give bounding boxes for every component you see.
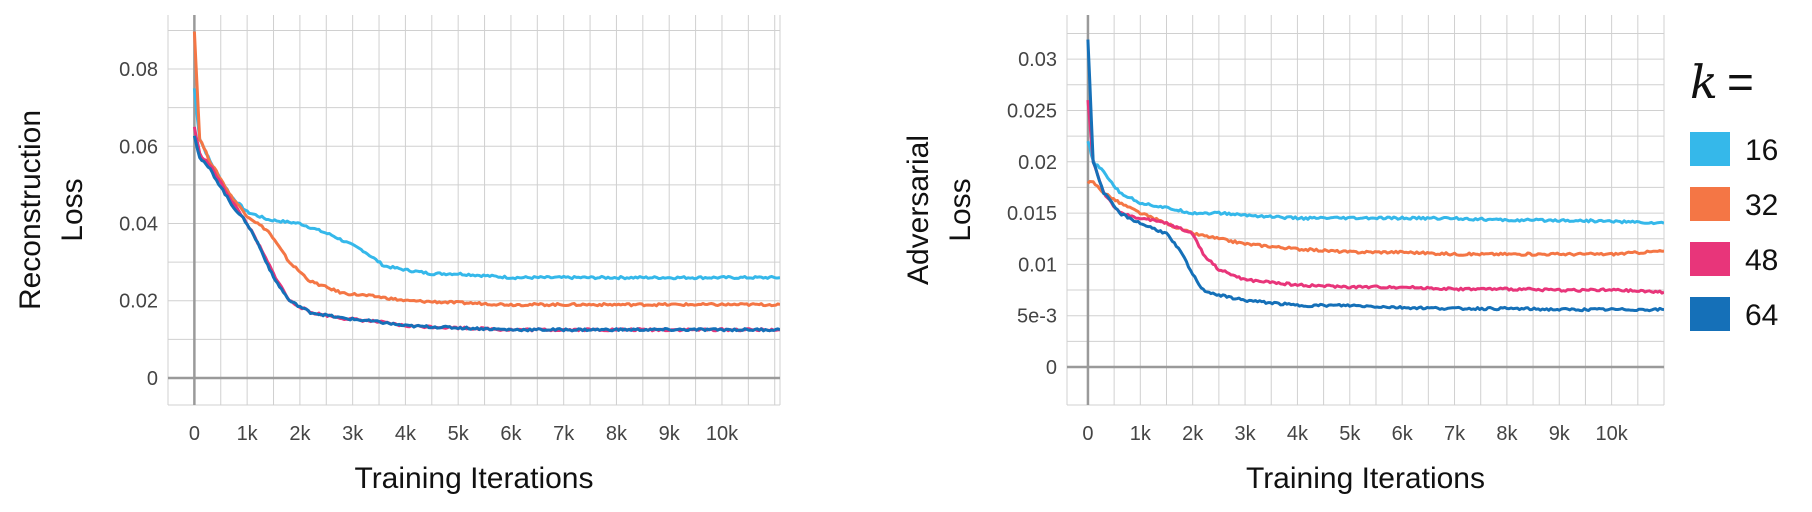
legend-swatch-k64: [1690, 297, 1730, 331]
x-tick-label: 3k: [342, 423, 364, 445]
y-tick-label: 0.04: [119, 214, 158, 236]
x-tick-label: 2k: [289, 423, 311, 445]
legend: k = 16 32 48 64: [1690, 55, 1778, 332]
legend-swatch-k32: [1690, 187, 1730, 221]
y-tick-label: 0.02: [1018, 152, 1057, 174]
x-tick-label: 1k: [1130, 423, 1152, 445]
legend-label-k32: 32: [1745, 189, 1778, 222]
y-axis-label-line2: Loss: [944, 178, 977, 241]
x-tick-label: 9k: [1549, 423, 1571, 445]
x-tick-label: 3k: [1234, 423, 1256, 445]
x-tick-label: 10k: [1596, 423, 1629, 445]
legend-label-k48: 48: [1745, 244, 1778, 277]
y-tick-label: 0.01: [1018, 254, 1057, 276]
x-tick-label: 4k: [1287, 423, 1309, 445]
x-tick-label: 2k: [1182, 423, 1204, 445]
y-tick-label: 5e-3: [1017, 306, 1057, 328]
x-tick-label: 5k: [448, 423, 470, 445]
series-group: [1086, 39, 1664, 313]
y-axis-label-line2: Loss: [56, 178, 89, 241]
x-axis-label: Training Iterations: [354, 462, 593, 495]
series-group: [192, 31, 780, 333]
x-tick-label: 7k: [553, 423, 575, 445]
series-line-k64: [192, 135, 780, 333]
x-tick-label: 7k: [1444, 423, 1466, 445]
y-tick-label: 0.015: [1007, 203, 1057, 225]
legend-label-k64: 64: [1745, 299, 1778, 332]
y-tick-label: 0.06: [119, 136, 158, 158]
y-tick-label: 0.03: [1018, 49, 1057, 71]
x-tick-label: 8k: [1496, 423, 1518, 445]
x-tick-label: 0: [1082, 423, 1093, 445]
legend-swatch-k16: [1690, 132, 1730, 166]
legend-title-equals: =: [1727, 56, 1754, 108]
legend-title-variable: k: [1690, 55, 1718, 109]
series-line-k64: [1086, 39, 1664, 313]
x-tick-label: 4k: [395, 423, 417, 445]
y-tick-label: 0.025: [1007, 100, 1057, 122]
x-tick-label: 5k: [1339, 423, 1361, 445]
series-line-k16: [1086, 140, 1664, 226]
adversarial-loss-chart: 0 1k 2k 3k 4k 5k 6k 7k 8k 9k 10k 0 5e-3 0.01 0.015 0.02…: [902, 15, 1665, 495]
x-tick-label: 1k: [237, 423, 259, 445]
x-tick-label: 10k: [706, 423, 739, 445]
y-tick-label: 0: [147, 368, 158, 390]
reconstruction-loss-chart: 0 1k 2k 3k 4k 5k 6k 7k 8k 9k 10k 0 0.02 0.04 0.06 0.08 T…: [14, 15, 781, 495]
x-tick-label: 6k: [1392, 423, 1414, 445]
series-line-k48: [1086, 99, 1664, 295]
y-axis-label-line1: Adversarial: [902, 135, 935, 285]
series-line-k16: [192, 88, 780, 281]
legend-label-k16: 16: [1745, 134, 1778, 167]
x-tick-label: 0: [189, 423, 200, 445]
y-tick-label: 0.02: [119, 291, 158, 313]
series-line-k32: [192, 31, 780, 308]
x-tick-label: 8k: [606, 423, 628, 445]
x-tick-label: 6k: [500, 423, 522, 445]
y-tick-label: 0.08: [119, 59, 158, 81]
x-tick-label: 9k: [659, 423, 681, 445]
legend-swatch-k48: [1690, 242, 1730, 276]
y-axis-label-line1: Reconstruction: [14, 110, 47, 310]
x-axis-label: Training Iterations: [1246, 462, 1485, 495]
y-tick-label: 0: [1046, 357, 1057, 379]
